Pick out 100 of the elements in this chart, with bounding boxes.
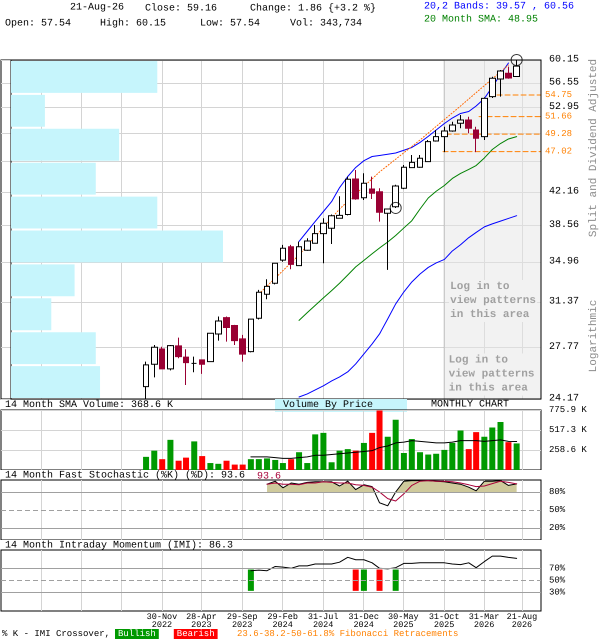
bar [264,458,270,470]
bar [11,94,45,127]
bar [11,61,158,93]
bar [248,459,254,470]
text: High: 60.15 [100,18,166,30]
bar [458,430,464,470]
bar [11,366,100,398]
text: Logarithmic [588,300,600,372]
bar [280,463,286,470]
bar [11,264,75,296]
y-tick-label: 31.37 [549,296,580,308]
bar [400,452,407,470]
bar [481,436,488,470]
bar [408,439,415,470]
candlestick [409,154,415,168]
y-tick-label: 20% [549,523,566,533]
candlestick [401,164,407,190]
y-tick-label: 56.55 [549,77,580,88]
bar [489,427,496,470]
text: 23.6-38.2-50-61.8% Fibonacci Retracements [237,629,458,639]
candlestick [264,278,270,300]
y-tick-label: 38.56 [549,220,580,231]
data-label: 47.02 [545,146,572,157]
bar [336,450,343,470]
chart-title: 14 Month Intraday Momentum (IMI): 86.3 [5,540,234,552]
candlestick [191,356,197,373]
x-tick-label: 28-Apr 2023 [186,612,217,630]
y-tick-label: 27.77 [549,342,580,353]
candlestick [465,116,472,134]
candlestick [473,126,479,153]
line-series [266,480,518,502]
bar [296,452,302,470]
annotation: Log in to view patterns in this area [450,281,536,321]
candlestick [352,169,359,200]
y-tick-label: 52.95 [549,102,580,113]
bar [498,422,504,470]
y-tick-label: 50% [549,505,566,515]
y-tick-label: 50% [549,576,566,586]
data-label: 54.75 [545,90,572,100]
bar [11,332,96,364]
bar [207,463,214,470]
bar [151,450,158,470]
bar [288,459,294,470]
bar [215,464,222,470]
candlestick [296,241,302,266]
bar [384,436,391,470]
bar [449,442,456,470]
x-tick-label: 31-Dec 2024 [348,612,379,630]
candlestick [280,244,286,262]
text: Close: 59.16 [145,2,218,14]
x-tick-label: 29-Sep 2023 [226,612,258,630]
candlestick [361,172,367,200]
text: Bearish [176,629,215,639]
text: 20,2 Bands: 39.57 , 60.56 [424,0,574,12]
bar [199,456,206,470]
bar [360,442,367,470]
x-tick-label: 30-May 2025 [388,612,419,630]
line-series [250,439,518,459]
bar [11,128,120,161]
text: Volume By Price [283,399,374,411]
candlestick [159,346,165,370]
bar [240,464,246,470]
candlestick [345,176,351,216]
bar [433,454,440,470]
y-tick-label: 80% [549,487,566,497]
text: Low: 57.54 [200,18,260,30]
bar [167,440,174,470]
bar [143,456,150,470]
bar [11,230,223,262]
bar [224,460,230,470]
candlestick [248,318,254,353]
bar [11,298,52,330]
bar [392,420,399,470]
y-tick-label: 30% [549,588,566,598]
x-tick-label: 31-Jul 2024 [308,612,338,630]
candlestick [505,66,512,80]
data-label: 49.28 [545,129,572,140]
candlestick [272,262,278,285]
y-tick-label: 70% [549,563,566,574]
text: Change: 1.86 {+3.2 %} [250,2,376,14]
annotation: 93.6 [257,472,282,482]
candlestick [288,244,294,270]
text: Open: 57.54 [5,18,72,30]
y-tick-label: 60.15 [549,54,580,66]
y-tick-label: 42.16 [549,186,580,198]
line-series [298,62,509,242]
bar [11,196,158,228]
bar [441,450,448,470]
chart-title: 14 Month Fast Stochastic (%K) (%D): 93.6 [5,470,246,482]
bar [425,454,432,470]
candlestick [167,344,174,371]
bar [344,449,351,470]
y-axis-title: Split and Dividend Adjusted [588,58,600,238]
x-tick-label: 29-Feb 2024 [267,612,298,630]
y-tick-label: 775.9 K [549,405,588,415]
x-tick-label: 31-Mar 2026 [468,612,500,630]
bar [320,432,326,470]
candlestick [457,114,464,129]
band-label: Log in to view patterns in this area [448,354,534,394]
y-tick-label: 34.96 [549,256,580,268]
